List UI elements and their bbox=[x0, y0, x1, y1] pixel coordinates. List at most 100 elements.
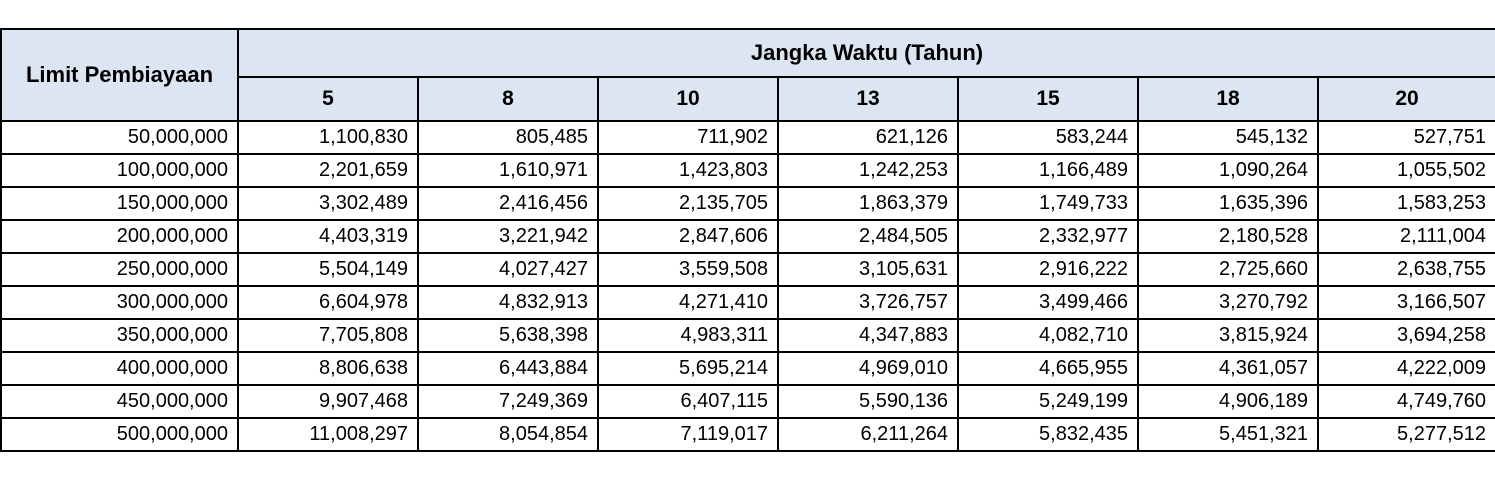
installment-value-cell: 3,815,924 bbox=[1137, 318, 1319, 353]
installment-value-cell: 5,249,199 bbox=[957, 384, 1139, 419]
table-row: 200,000,000 4,403,319 3,221,942 2,847,606 2,… bbox=[0, 219, 1495, 254]
tenor-column-header: 18 bbox=[1137, 76, 1319, 122]
tenor-column-header: 13 bbox=[777, 76, 959, 122]
installment-value-cell: 4,983,311 bbox=[597, 318, 779, 353]
installment-value-cell: 2,638,755 bbox=[1317, 252, 1495, 287]
installment-value-cell: 8,806,638 bbox=[237, 351, 419, 386]
installment-value-cell: 1,055,502 bbox=[1317, 153, 1495, 188]
installment-value-cell: 6,604,978 bbox=[237, 285, 419, 320]
installment-value-cell: 2,201,659 bbox=[237, 153, 419, 188]
installment-value-cell: 1,749,733 bbox=[957, 186, 1139, 221]
installment-value-cell: 2,725,660 bbox=[1137, 252, 1319, 287]
installment-value-cell: 2,135,705 bbox=[597, 186, 779, 221]
installment-value-cell: 621,126 bbox=[777, 120, 959, 155]
installment-value-cell: 4,906,189 bbox=[1137, 384, 1319, 419]
table-row: 350,000,000 7,705,808 5,638,398 4,983,311 4,… bbox=[0, 318, 1495, 353]
installment-value-cell: 5,638,398 bbox=[417, 318, 599, 353]
installment-value-cell: 4,749,760 bbox=[1317, 384, 1495, 419]
table-row: 150,000,000 3,302,489 2,416,456 2,135,705 1,… bbox=[0, 186, 1495, 221]
group-header-row: Limit Pembiayaan Jangka Waktu (Tahun) bbox=[0, 28, 1495, 122]
installment-value-cell: 4,027,427 bbox=[417, 252, 599, 287]
table-row: 250,000,000 5,504,149 4,027,427 3,559,508 3,… bbox=[0, 252, 1495, 287]
installment-value-cell: 1,583,253 bbox=[1317, 186, 1495, 221]
limit-cell: 50,000,000 bbox=[0, 120, 239, 155]
installment-value-cell: 4,969,010 bbox=[777, 351, 959, 386]
installment-value-cell: 5,590,136 bbox=[777, 384, 959, 419]
installment-value-cell: 1,863,379 bbox=[777, 186, 959, 221]
table-row: 500,000,000 11,008,297 8,054,854 7,119,017 6… bbox=[0, 417, 1495, 452]
limit-cell: 350,000,000 bbox=[0, 318, 239, 353]
installment-value-cell: 711,902 bbox=[597, 120, 779, 155]
installment-value-cell: 805,485 bbox=[417, 120, 599, 155]
installment-value-cell: 2,416,456 bbox=[417, 186, 599, 221]
tenor-column-header: 5 bbox=[237, 76, 419, 122]
limit-column-header: Limit Pembiayaan bbox=[0, 28, 239, 122]
installment-value-cell: 3,694,258 bbox=[1317, 318, 1495, 353]
installment-value-cell: 1,635,396 bbox=[1137, 186, 1319, 221]
installment-value-cell: 7,249,369 bbox=[417, 384, 599, 419]
installment-value-cell: 2,847,606 bbox=[597, 219, 779, 254]
installment-value-cell: 1,242,253 bbox=[777, 153, 959, 188]
installment-value-cell: 583,244 bbox=[957, 120, 1139, 155]
installment-value-cell: 5,504,149 bbox=[237, 252, 419, 287]
installment-value-cell: 7,119,017 bbox=[597, 417, 779, 452]
installment-value-cell: 9,907,468 bbox=[237, 384, 419, 419]
table-row: 100,000,000 2,201,659 1,610,971 1,423,803 1,… bbox=[0, 153, 1495, 188]
installment-value-cell: 5,695,214 bbox=[597, 351, 779, 386]
installment-value-cell: 7,705,808 bbox=[237, 318, 419, 353]
installment-value-cell: 6,211,264 bbox=[777, 417, 959, 452]
installment-value-cell: 3,270,792 bbox=[1137, 285, 1319, 320]
installment-value-cell: 4,347,883 bbox=[777, 318, 959, 353]
installment-value-cell: 2,916,222 bbox=[957, 252, 1139, 287]
limit-cell: 450,000,000 bbox=[0, 384, 239, 419]
installment-value-cell: 3,726,757 bbox=[777, 285, 959, 320]
limit-cell: 300,000,000 bbox=[0, 285, 239, 320]
installment-value-cell: 1,423,803 bbox=[597, 153, 779, 188]
table-row: 50,000,000 1,100,830 805,485 711,902 621,126… bbox=[0, 120, 1495, 155]
installment-value-cell: 4,222,009 bbox=[1317, 351, 1495, 386]
installment-value-cell: 3,499,466 bbox=[957, 285, 1139, 320]
installment-value-cell: 3,105,631 bbox=[777, 252, 959, 287]
installment-value-cell: 3,559,508 bbox=[597, 252, 779, 287]
tenor-column-header: 20 bbox=[1317, 76, 1495, 122]
limit-cell: 150,000,000 bbox=[0, 186, 239, 221]
installment-value-cell: 5,451,321 bbox=[1137, 417, 1319, 452]
installment-value-cell: 5,832,435 bbox=[957, 417, 1139, 452]
installment-value-cell: 2,484,505 bbox=[777, 219, 959, 254]
installment-value-cell: 4,403,319 bbox=[237, 219, 419, 254]
year-header-row: 5 8 10 13 15 18 20 bbox=[1, 76, 1495, 122]
installment-value-cell: 545,132 bbox=[1137, 120, 1319, 155]
tenor-column-header: 8 bbox=[417, 76, 599, 122]
installment-value-cell: 2,180,528 bbox=[1137, 219, 1319, 254]
installment-value-cell: 3,166,507 bbox=[1317, 285, 1495, 320]
limit-cell: 500,000,000 bbox=[0, 417, 239, 452]
table-row: 300,000,000 6,604,978 4,832,913 4,271,410 3,… bbox=[0, 285, 1495, 320]
installment-value-cell: 6,407,115 bbox=[597, 384, 779, 419]
limit-cell: 400,000,000 bbox=[0, 351, 239, 386]
installment-value-cell: 1,100,830 bbox=[237, 120, 419, 155]
table-row: 450,000,000 9,907,468 7,249,369 6,407,115 5,… bbox=[0, 384, 1495, 419]
installment-value-cell: 3,221,942 bbox=[417, 219, 599, 254]
installment-value-cell: 1,166,489 bbox=[957, 153, 1139, 188]
installment-value-cell: 4,665,955 bbox=[957, 351, 1139, 386]
installment-value-cell: 8,054,854 bbox=[417, 417, 599, 452]
installment-value-cell: 2,332,977 bbox=[957, 219, 1139, 254]
installment-value-cell: 5,277,512 bbox=[1317, 417, 1495, 452]
installment-value-cell: 2,111,004 bbox=[1317, 219, 1495, 254]
tenor-column-header: 10 bbox=[597, 76, 779, 122]
installment-value-cell: 4,082,710 bbox=[957, 318, 1139, 353]
tenor-column-header: 15 bbox=[957, 76, 1139, 122]
installment-value-cell: 1,610,971 bbox=[417, 153, 599, 188]
limit-cell: 250,000,000 bbox=[0, 252, 239, 287]
installment-value-cell: 1,090,264 bbox=[1137, 153, 1319, 188]
table-body: 50,000,000 1,100,830 805,485 711,902 621,126… bbox=[0, 120, 1495, 452]
limit-cell: 200,000,000 bbox=[0, 219, 239, 254]
installment-value-cell: 4,361,057 bbox=[1137, 351, 1319, 386]
installment-value-cell: 4,271,410 bbox=[597, 285, 779, 320]
installment-value-cell: 527,751 bbox=[1317, 120, 1495, 155]
installment-value-cell: 3,302,489 bbox=[237, 186, 419, 221]
installment-value-cell: 4,832,913 bbox=[417, 285, 599, 320]
